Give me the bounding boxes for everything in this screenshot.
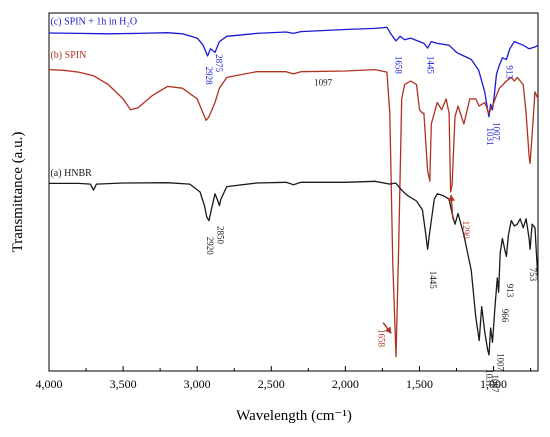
x-tick-label: 1,000 [480, 377, 507, 391]
annotation-label: 1658 [394, 56, 404, 75]
annotation-label: 966 [500, 309, 510, 323]
annotation-label: (b) SPIN [50, 50, 86, 61]
annotation-arrowhead [447, 194, 455, 202]
annotation-arrowhead [384, 326, 392, 334]
series-line-2 [49, 180, 539, 356]
annotation-label: 1445 [426, 56, 436, 75]
annotation-label: 1290 [461, 221, 471, 240]
x-tick-label: 3,500 [110, 377, 137, 391]
annotation-label: 1658 [376, 329, 386, 348]
series-line-0 [48, 26, 539, 118]
annotation-label: 1097 [314, 77, 333, 87]
annotation-label: 1445 [428, 271, 438, 290]
annotation-label: 2875 [214, 54, 224, 72]
annotation-label: 2928 [204, 67, 214, 86]
y-axis-label: Transmittance (a.u.) [10, 132, 26, 253]
annotation-label: (c) SPIN + 1h in H₂O [50, 16, 137, 27]
x-tick-label: 2,000 [332, 377, 359, 391]
annotation-label: 913 [505, 284, 515, 298]
annotation-label: (a) HNBR [50, 168, 92, 179]
series-layer [48, 26, 539, 358]
annotation-label: 1031 [485, 128, 495, 146]
annotation-label: 753 [528, 268, 538, 282]
series-line-1 [48, 68, 539, 358]
x-tick-label: 4,000 [36, 377, 63, 391]
x-tick-label: 2,500 [258, 377, 285, 391]
annotation-label: 2850 [216, 226, 226, 245]
x-tick-label: 3,000 [184, 377, 211, 391]
x-axis-label: Wavelength (cm⁻¹) [236, 408, 352, 424]
annotation-label: 1007 [492, 122, 502, 141]
annotation-label: 1007 [496, 353, 506, 372]
plot-frame [48, 12, 539, 372]
annotation-label: 913 [505, 65, 515, 79]
annotation-label: 1031 [484, 369, 494, 387]
x-tick-label: 1,500 [406, 377, 433, 391]
x-axis-ticks: 4,000 3,500 3,000 2,500 2,000 1,500 1,000 [36, 366, 532, 391]
annotation-label: 2920 [205, 237, 215, 256]
annotation-label: 1097 [490, 375, 500, 394]
annotation-layer: (c) SPIN + 1h in H₂O (b) SPIN (a) HNBR 2928… [50, 16, 537, 393]
